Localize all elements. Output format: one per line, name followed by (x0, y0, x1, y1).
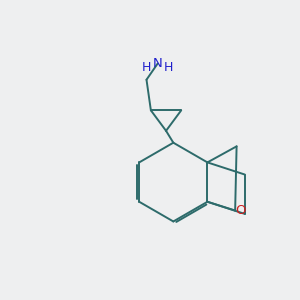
Text: H: H (142, 61, 152, 74)
Text: O: O (235, 204, 246, 217)
Text: N: N (153, 57, 163, 70)
Text: H: H (164, 61, 173, 74)
